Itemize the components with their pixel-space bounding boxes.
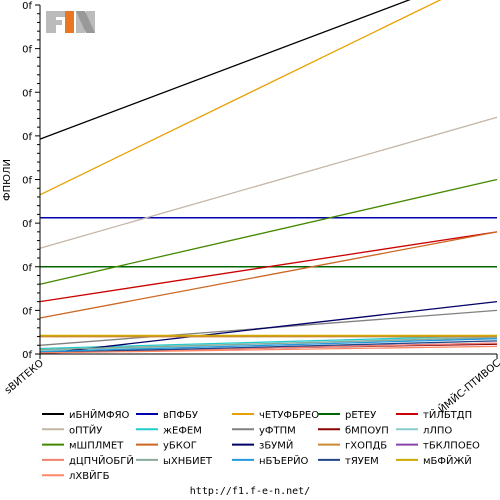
legend-label: дЦПЧЙОБГЙ (69, 454, 134, 467)
legend-label: зБУМЙ (259, 439, 293, 452)
legend-label: мБФЙЖЙ (423, 454, 472, 467)
legend-label: мШПЛМЕТ (69, 441, 124, 452)
series-layer (39, 0, 498, 355)
legend-label: вПФБУ (163, 410, 198, 421)
legend-entry: чЕТУФБРЕО (232, 410, 319, 421)
y-tick-label: 0f (22, 132, 32, 143)
series-line-3 (39, 0, 442, 196)
legend-label: нБЪЕРЙО (259, 454, 309, 467)
y-axis-title: ФПЮЛИ (2, 159, 13, 201)
legend-entry: дЦПЧЙОБГЙ (42, 454, 134, 467)
series-line-21 (39, 345, 498, 354)
legend-label: тЯУЕМ (345, 456, 379, 467)
legend-entry: бМПОУП (318, 425, 389, 436)
series-line-12 (39, 231, 498, 319)
x-tick-label: ЙМЙС-ПТИВОС (436, 356, 500, 415)
y-tick-label: 0f (22, 306, 32, 317)
legend-entry: мБФЙЖЙ (396, 454, 472, 467)
legend-entry: ыХНБИЕТ (136, 456, 213, 467)
legend-label: тБКЛПОЕО (423, 441, 480, 452)
legend-entry: тБКЛПОЕО (396, 441, 480, 452)
footer-url[interactable]: http://f1.f-e-n.net/ (189, 486, 311, 497)
plot-area (40, 5, 497, 354)
y-tick-label: 0f (22, 45, 32, 56)
legend-entry: уФТПМ (232, 425, 296, 436)
series-line-5 (39, 231, 498, 303)
legend-entry: уБКОГ (136, 441, 197, 452)
legend-entry: лХВЙГБ (42, 469, 110, 482)
legend-label: лХВЙГБ (69, 469, 110, 482)
f1en-logo (46, 11, 95, 33)
y-tick-label: 0f (22, 1, 32, 12)
legend-label: уФТПМ (259, 425, 296, 436)
y-tick-label: 0f (22, 263, 32, 274)
legend-label: гХОПДБ (345, 441, 387, 452)
series-line-7 (39, 334, 498, 350)
legend-label: рЕТЕУ (345, 410, 376, 421)
legend-entry: оПТЙУ (42, 423, 102, 436)
legend-entry: лЛПО (396, 425, 452, 436)
series-line-17 (39, 336, 498, 351)
legend-label: бМПОУП (345, 425, 389, 436)
y-tick-label: 0f (22, 350, 32, 361)
y-tick-label: 0f (22, 176, 32, 187)
legend-entry: иБНЙМФЯО (42, 408, 130, 421)
x-tick-label: ѕВИТЕКО (3, 358, 46, 397)
legend: иБНЙМФЯО вПФБУ чЕТУФБРЕО рЕТЕУ тЙЛБТДП оПТЙУ ж… (42, 408, 480, 482)
legend-label: чЕТУФБРЕО (259, 410, 319, 421)
plot-background (40, 5, 497, 354)
legend-entry: рЕТЕУ (318, 410, 376, 421)
legend-label: иБНЙМФЯО (69, 408, 130, 421)
legend-entry: мШПЛМЕТ (42, 441, 124, 452)
legend-label: лЛПО (423, 425, 452, 436)
legend-entry: нБЪЕРЙО (232, 454, 309, 467)
series-line-13 (39, 300, 498, 355)
legend-entry: тЯУЕМ (318, 456, 379, 467)
y-tick-label: 0f (22, 88, 32, 99)
legend-entry: вПФБУ (136, 410, 198, 421)
legend-entry: гХОПДБ (318, 441, 387, 452)
legend-label: уБКОГ (163, 441, 197, 452)
series-line-11 (39, 178, 498, 285)
legend-label: ыХНБИЕТ (163, 456, 213, 467)
legend-label: оПТЙУ (69, 423, 102, 436)
legend-label: тЙЛБТДП (423, 408, 472, 421)
series-line-18 (39, 338, 498, 353)
legend-label: жЕФЕМ (163, 425, 202, 436)
legend-entry: тЙЛБТДП (396, 408, 472, 421)
series-line-19 (39, 340, 498, 354)
series-line-1 (39, 0, 411, 140)
y-tick-label: 0f (22, 219, 32, 230)
legend-entry: зБУМЙ (232, 439, 293, 452)
legend-entry: жЕФЕМ (136, 425, 202, 436)
series-line-6 (39, 116, 498, 249)
